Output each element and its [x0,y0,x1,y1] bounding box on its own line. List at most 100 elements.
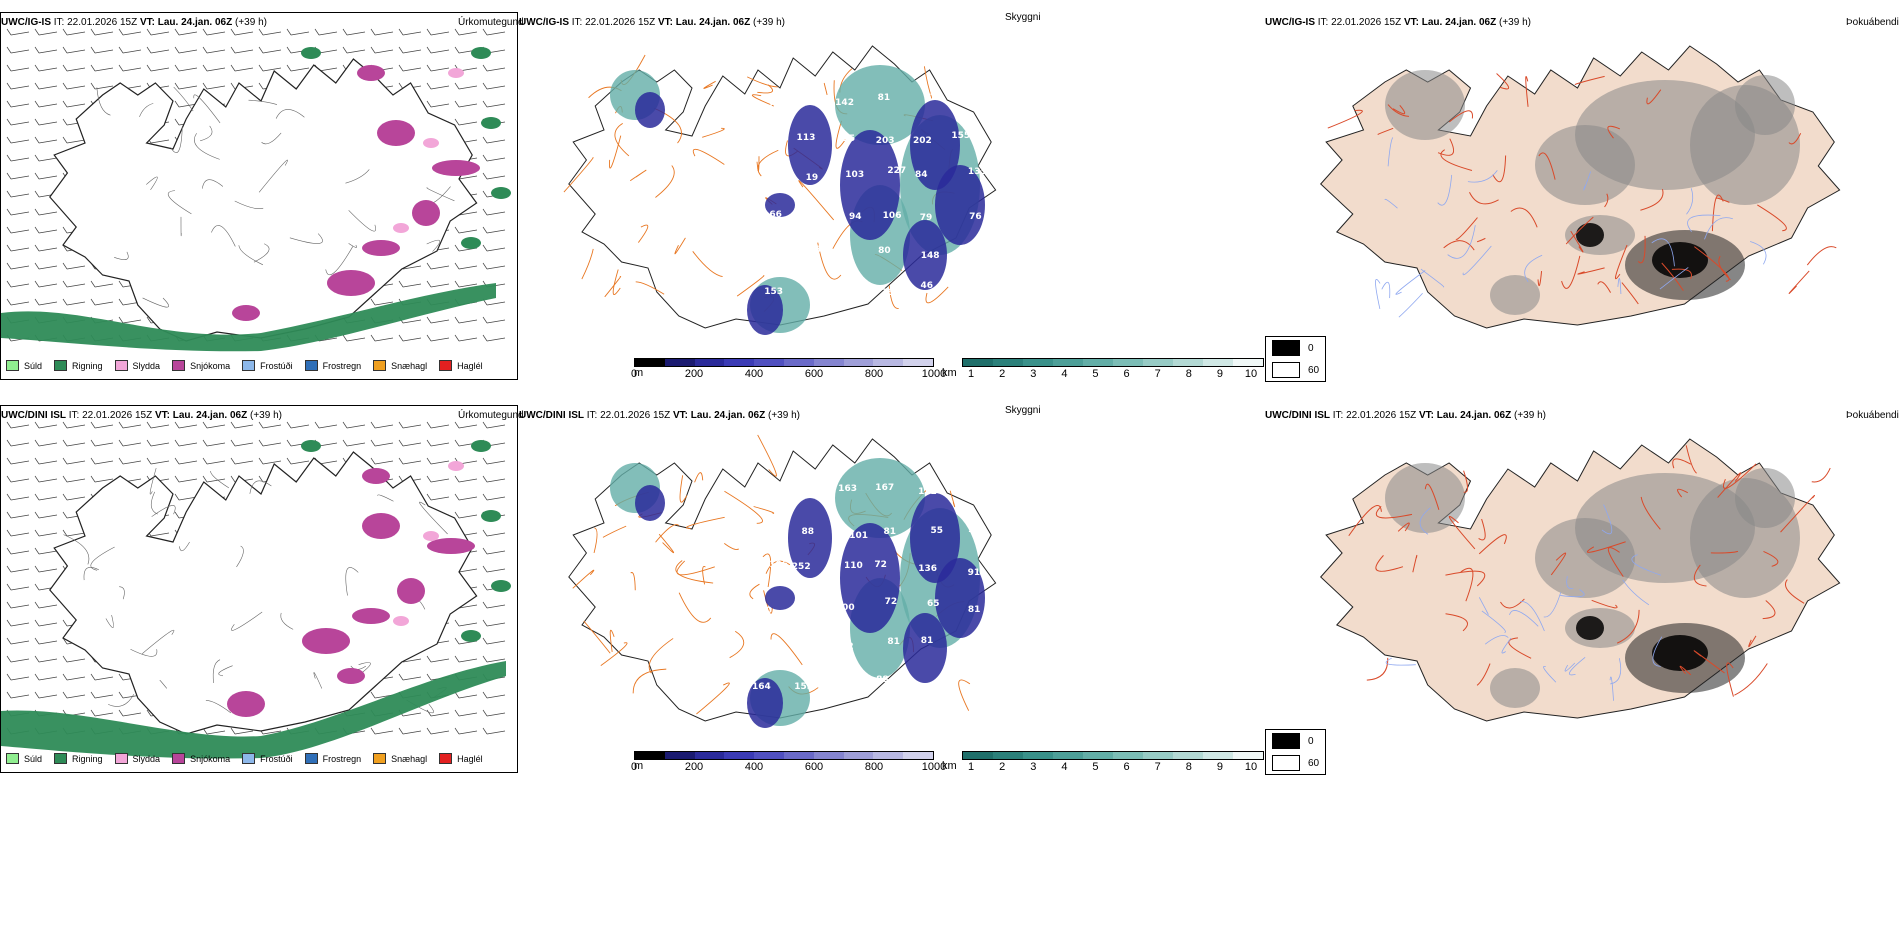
cloud-base-value: 84 [914,170,928,181]
wind-barb [174,493,198,501]
road-line [1693,564,1707,587]
cloud-visibility-panel: 59 144 142 81 74 87 80 113 95 203 202 155 133 19 103 22… [540,35,1010,345]
road-line [426,239,440,252]
legend-label: Frostregn [322,360,362,371]
vt-label: VT: [139,17,155,28]
wind-barb [6,64,30,72]
wind-barb [174,64,198,72]
road-line [238,245,264,266]
wind-barb [286,421,310,429]
road-line [749,583,760,600]
snow-area [362,513,400,539]
road-line [149,467,157,495]
panel-label: Skyggni [1005,12,1041,23]
wind-barb [34,118,58,126]
road-line [1424,483,1440,510]
colorbar-unit: km [942,367,957,379]
wind-barb [454,691,478,699]
cloud-base-colorbar: 0 200 400 600 800 1000 [631,751,946,774]
cloud-base-value: 202 [912,135,932,146]
road-line [583,620,611,654]
legend-label: Snjókoma [190,753,231,764]
wind-barb [146,421,170,429]
cloud-base-value: 76 [880,288,894,299]
road-line [729,630,745,659]
wind-barb [370,727,394,735]
road-line [1460,567,1474,602]
cloud-base-value: 136 [918,563,938,574]
cloud-base-value: 80 [772,133,786,144]
wind-barb [426,334,450,342]
lead-time: (+39 h) [235,17,267,28]
wind-barb [62,100,86,108]
low-cloud-area [935,558,985,638]
legend-label: Rigning [72,360,103,371]
wind-barb [426,100,450,108]
road-line [1478,518,1486,541]
wind-barb [62,421,86,429]
road-line [96,87,111,116]
river-line [1478,597,1489,615]
cloud-base-value: 59 [766,99,780,110]
wind-barb [482,262,506,270]
road-line [1574,75,1605,85]
lead-time: (+39 h) [1499,17,1531,28]
cloud-base-value: 133 [759,171,779,182]
cloud-base-value: 132 [918,486,937,497]
wind-barb [482,244,506,252]
river-line [1420,268,1445,288]
wind-barb [342,439,366,447]
wind-barb [174,421,198,429]
wind-barb [90,673,114,681]
river-line [1631,554,1662,576]
road-line [632,668,667,694]
wind-barb [398,280,422,288]
road-line [1806,246,1837,266]
colorbar-tick: 400 [744,368,764,380]
road-line [757,149,779,177]
wind-barb [482,475,506,483]
river-line [1384,198,1398,209]
road-line [146,176,158,191]
road-line [1762,600,1776,620]
low-visibility-area [835,458,925,538]
road-line [249,480,272,494]
wind-barb [34,208,58,216]
fog-legend: 0 60 [1265,336,1327,382]
panel-title: UWC/IG-IS IT: 22.01.2026 15Z VT: Lau. 24… [1,17,267,28]
legend-item: Slydda [114,753,160,764]
road-line [1587,541,1626,553]
road-line [751,94,774,107]
road-line [345,169,370,184]
fog-area [1535,125,1635,205]
cloud-base-value: 77 [768,485,782,496]
wind-barb [62,691,86,699]
wind-barb [426,28,450,36]
legend-item: Haglél [439,753,483,764]
fog-legend-item: 60 [1266,752,1325,774]
road-line [658,533,675,554]
wind-barb [6,475,30,483]
legend-swatch [439,753,453,764]
legend-item: Rigning [54,753,103,764]
wind-barb [6,457,30,465]
road-line [630,572,636,591]
road-line [1734,663,1768,696]
vt-value: Lau. 24.jan. 06Z [1436,410,1512,421]
wind-barb [342,28,366,36]
river-line [1610,658,1622,685]
wind-barb [6,655,30,663]
legend-item: Súld [6,360,42,371]
cloud-base-value: 12 [841,641,854,652]
cloud-base-value: 155 [951,131,971,142]
river-line [1543,665,1557,683]
wind-barb [34,46,58,54]
wind-barb [202,475,226,483]
road-line [313,672,323,689]
river-line [1750,241,1767,265]
wind-barb [62,439,86,447]
road-line [253,243,270,263]
snow-area [427,538,475,554]
road-line [1443,240,1475,251]
wind-barb [62,529,86,537]
